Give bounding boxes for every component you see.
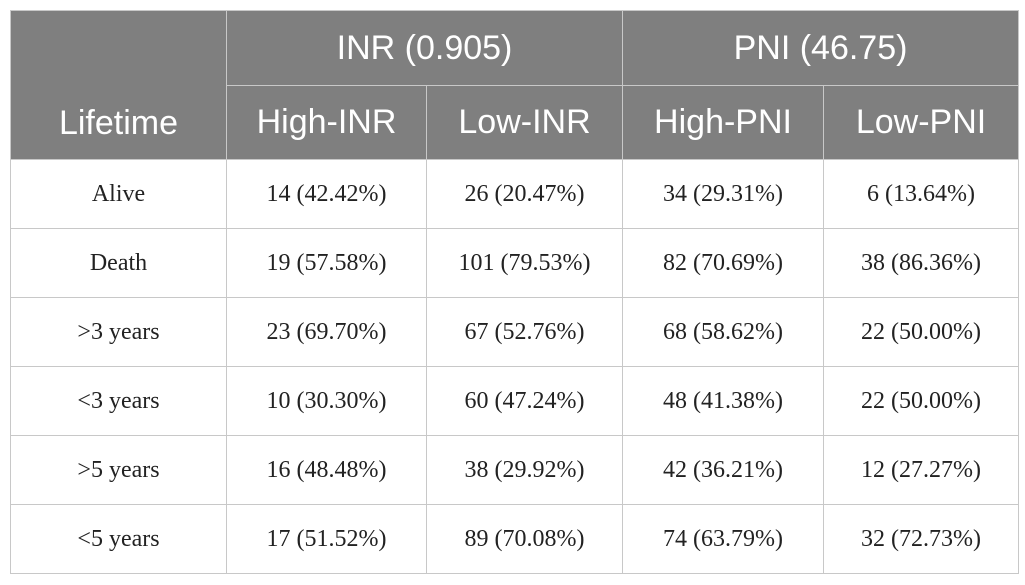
table-cell: 16 (48.48%) <box>226 435 427 505</box>
table-cell: 68 (58.62%) <box>622 297 825 367</box>
row-label: Alive <box>10 159 227 229</box>
table-cell: 60 (47.24%) <box>425 366 624 436</box>
table-header: Lifetime INR (0.905) PNI (46.75) High-IN… <box>10 10 1020 160</box>
inr-group-header: INR (0.905) <box>225 10 624 86</box>
table-cell: 38 (86.36%) <box>823 228 1020 298</box>
table-cell: 23 (69.70%) <box>226 297 427 367</box>
row-label: >3 years <box>10 297 227 367</box>
table-cell: 22 (50.00%) <box>823 366 1020 436</box>
table-cell: 42 (36.21%) <box>622 435 825 505</box>
table-cell: 82 (70.69%) <box>622 228 825 298</box>
row-label: <3 years <box>10 366 227 436</box>
low-pni-header: Low-PNI <box>823 85 1020 160</box>
high-inr-header: High-INR <box>226 85 427 160</box>
table-row: Alive 14 (42.42%) 26 (20.47%) 34 (29.31%… <box>10 159 1020 229</box>
table-row: <3 years 10 (30.30%) 60 (47.24%) 48 (41.… <box>10 366 1020 436</box>
table-cell: 26 (20.47%) <box>425 159 624 229</box>
row-label: Death <box>10 228 227 298</box>
table-cell: 17 (51.52%) <box>226 504 427 574</box>
table-cell: 34 (29.31%) <box>622 159 825 229</box>
pni-group-header: PNI (46.75) <box>622 10 1020 86</box>
table-cell: 101 (79.53%) <box>425 228 624 298</box>
low-inr-header: Low-INR <box>425 85 624 160</box>
table-cell: 32 (72.73%) <box>823 504 1020 574</box>
table-cell: 12 (27.27%) <box>823 435 1020 505</box>
table-cell: 22 (50.00%) <box>823 297 1020 367</box>
table-cell: 14 (42.42%) <box>226 159 427 229</box>
row-label: <5 years <box>10 504 227 574</box>
header-group-row: Lifetime INR (0.905) PNI (46.75) <box>10 10 1020 160</box>
table-cell: 89 (70.08%) <box>425 504 624 574</box>
table-cell: 74 (63.79%) <box>622 504 825 574</box>
table-body: Alive 14 (42.42%) 26 (20.47%) 34 (29.31%… <box>10 159 1020 574</box>
table-row: Death 19 (57.58%) 101 (79.53%) 82 (70.69… <box>10 228 1020 298</box>
table-row: <5 years 17 (51.52%) 89 (70.08%) 74 (63.… <box>10 504 1020 574</box>
table-cell: 67 (52.76%) <box>425 297 624 367</box>
table-row: >3 years 23 (69.70%) 67 (52.76%) 68 (58.… <box>10 297 1020 367</box>
high-pni-header: High-PNI <box>622 85 825 160</box>
table-row: >5 years 16 (48.48%) 38 (29.92%) 42 (36.… <box>10 435 1020 505</box>
table-cell: 38 (29.92%) <box>425 435 624 505</box>
header-sub-row: High-INR Low-INR High-PNI Low-PNI <box>11 85 1020 160</box>
table-cell: 48 (41.38%) <box>622 366 825 436</box>
table-cell: 10 (30.30%) <box>226 366 427 436</box>
table-cell: 6 (13.64%) <box>823 159 1020 229</box>
table-cell: 19 (57.58%) <box>226 228 427 298</box>
data-table: Lifetime INR (0.905) PNI (46.75) High-IN… <box>10 10 1020 574</box>
lifetime-column-header: Lifetime <box>10 10 227 160</box>
row-label: >5 years <box>10 435 227 505</box>
